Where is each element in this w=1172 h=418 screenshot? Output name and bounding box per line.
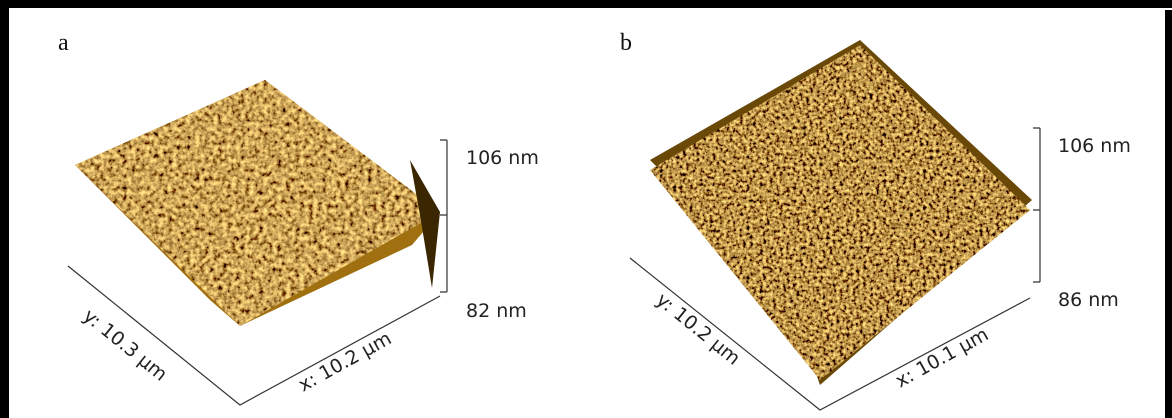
z-bottom-label: 86 nm (1058, 289, 1119, 311)
panel-label: a (58, 30, 69, 56)
x-axis-label: x: 10.1 µm (892, 323, 992, 392)
afm-surface (650, 45, 1030, 380)
x-axis-label: x: 10.2 µm (295, 327, 395, 396)
surface-edge (410, 160, 440, 288)
frame (590, 8, 1172, 10)
base-axes (629, 257, 1031, 411)
y-axis-label: y: 10.3 µm (79, 305, 172, 386)
panel-label: b (620, 30, 632, 56)
afm-surface (75, 80, 440, 326)
base-axes (67, 265, 441, 406)
z-bottom-label: 82 nm (466, 300, 527, 322)
panel-b: b 106 nm 86 nm y: 10.2 µm x: 10.1 µm (620, 30, 1131, 411)
z-top-label: 106 nm (1058, 135, 1131, 157)
frame (1165, 0, 1172, 418)
z-top-label: 106 nm (466, 147, 539, 169)
y-axis-label: y: 10.2 µm (652, 289, 745, 370)
frame (0, 0, 1172, 8)
z-axis (1033, 127, 1041, 283)
z-axis (440, 139, 448, 293)
panel-a: a 106 nm 82 nm y: 10.3 µm x: 10.2 µm (58, 30, 539, 406)
frame (0, 0, 9, 418)
